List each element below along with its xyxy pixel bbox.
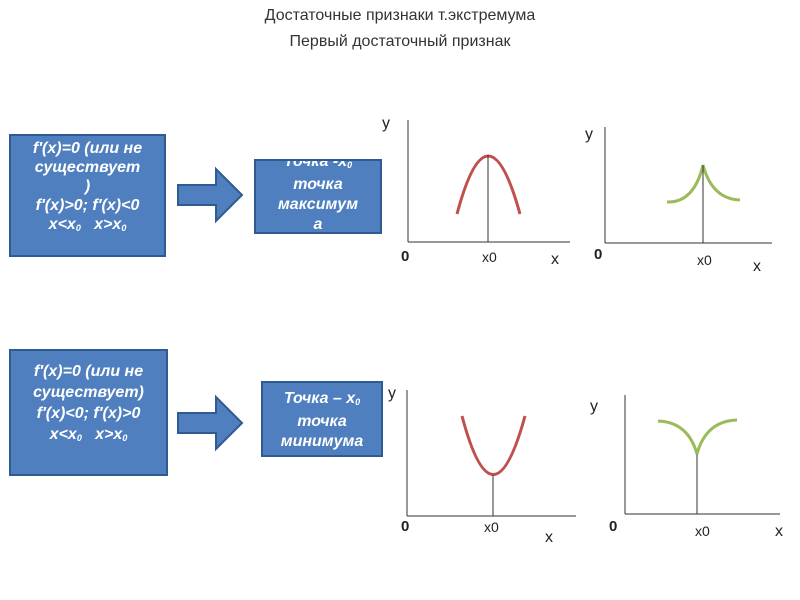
x-axis-label: x — [545, 529, 553, 546]
minimum-condition-box: f′(x)=0 (или не существует) f′(x)<0; f′(… — [9, 349, 168, 476]
smooth-maximum-graph: y 0 x0 x — [382, 115, 570, 268]
cusp-min-curve-left — [657, 419, 699, 455]
minimum-result-box: Точка – x0 точка минимума — [261, 381, 383, 457]
condition-text: f′(x)=0 (или не — [33, 363, 144, 380]
result-text: минимума — [280, 433, 364, 450]
condition-text: существует — [34, 159, 141, 176]
condition-text: f′(x)>0; f′(x)<0 — [35, 197, 140, 214]
result-text: точка — [293, 176, 343, 193]
x-axis-label: x — [753, 258, 761, 275]
condition-interval: x<x0 x>x0 — [48, 216, 127, 233]
result-text: максимум — [277, 196, 359, 213]
x-axis-label: x — [551, 251, 559, 268]
origin-label: 0 — [401, 248, 409, 265]
y-axis-label: y — [388, 385, 396, 402]
x0-label: x0 — [484, 519, 499, 535]
x-axis-label: x — [775, 523, 783, 540]
page-subtitle: Первый достаточный признак — [289, 33, 511, 50]
cusp-max-curve-left — [666, 164, 705, 204]
y-axis-label: y — [382, 115, 390, 132]
right-arrow-icon — [177, 166, 244, 224]
page-title: Достаточные признаки т.экстремума — [264, 7, 536, 24]
condition-interval: x<x0 x>x0 — [49, 426, 128, 443]
origin-label: 0 — [609, 518, 617, 535]
cusp-max-curve-right — [701, 164, 741, 202]
x0-label: x0 — [695, 523, 710, 539]
right-arrow-icon — [177, 394, 244, 452]
condition-text: существует) — [33, 384, 144, 401]
condition-text: f′(x)<0; f′(x)>0 — [36, 405, 141, 422]
cusp-minimum-graph: y 0 x0 x — [590, 395, 783, 540]
x0-label: x0 — [482, 249, 497, 265]
minimum-curve — [460, 415, 527, 476]
result-text: Точка – x0 — [283, 390, 361, 407]
cusp-maximum-graph: y 0 x0 x — [585, 126, 772, 275]
maximum-condition-box: f′(x)=0 (или не существует ) f′(x)>0; f′… — [9, 134, 166, 257]
x0-label: x0 — [697, 252, 712, 268]
result-text: Точка -x0 — [283, 159, 353, 170]
y-axis-label: y — [585, 126, 593, 143]
condition-text: f′(x)=0 (или не — [32, 140, 143, 157]
origin-label: 0 — [594, 246, 602, 263]
y-axis-label: y — [590, 398, 598, 415]
maximum-result-box: Точка -x0 точка максимум а — [254, 159, 382, 234]
origin-label: 0 — [401, 518, 409, 535]
result-text: а — [313, 216, 323, 233]
condition-text: ) — [84, 178, 91, 195]
cusp-min-curve-right — [695, 418, 738, 455]
result-text: точка — [297, 413, 347, 430]
smooth-minimum-graph: y 0 x0 x — [388, 385, 576, 546]
